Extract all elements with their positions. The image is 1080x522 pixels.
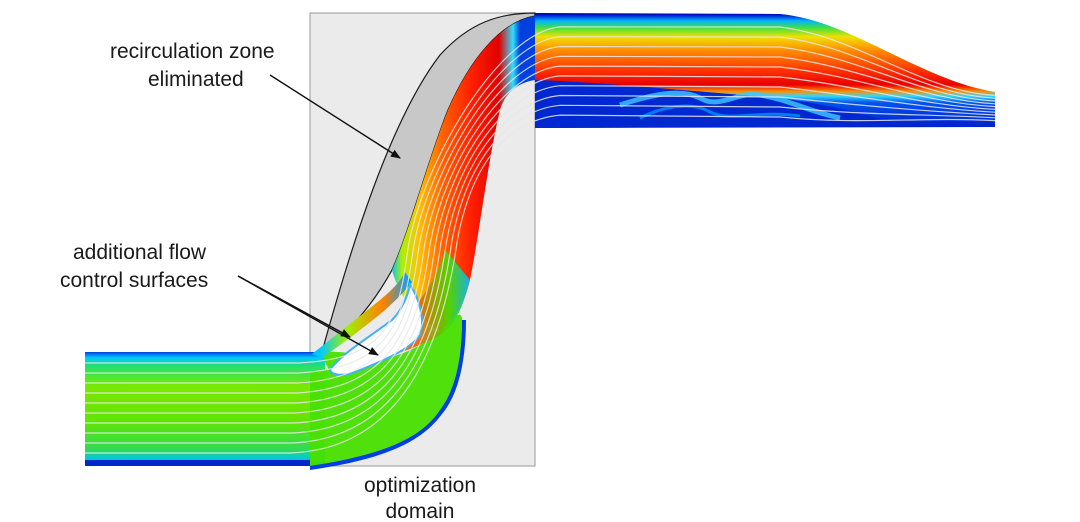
inlet-wall-bottom xyxy=(85,460,310,466)
streamline xyxy=(85,55,996,394)
bypass-jet xyxy=(312,272,412,358)
streamline xyxy=(85,36,996,374)
streamline xyxy=(85,45,996,384)
domain-label-line2: domain xyxy=(386,500,455,522)
lower-flow-region xyxy=(310,314,462,466)
recirculation-arrow xyxy=(269,74,401,159)
streamline xyxy=(85,85,996,424)
flow-control-arrow-2 xyxy=(237,275,379,356)
streamline xyxy=(85,26,996,364)
streamline xyxy=(85,114,996,454)
outlet-vortex xyxy=(619,90,841,121)
streamline xyxy=(85,94,996,434)
streamlines xyxy=(85,26,996,454)
recirculation-label-line1: recirculation zone xyxy=(110,40,275,63)
recirculation-label-line2: eliminated xyxy=(148,68,244,91)
flow-control-label-line1: additional flow xyxy=(73,241,207,264)
flow-control-label-line2: control surfaces xyxy=(60,269,208,292)
outlet-vortex-2 xyxy=(639,104,801,120)
flow-control-surface xyxy=(328,282,423,376)
streamline xyxy=(85,104,996,444)
inlet-channel xyxy=(85,352,325,466)
streamline xyxy=(85,65,996,404)
domain-label-line1: optimization xyxy=(364,474,476,497)
streamline xyxy=(85,75,996,414)
